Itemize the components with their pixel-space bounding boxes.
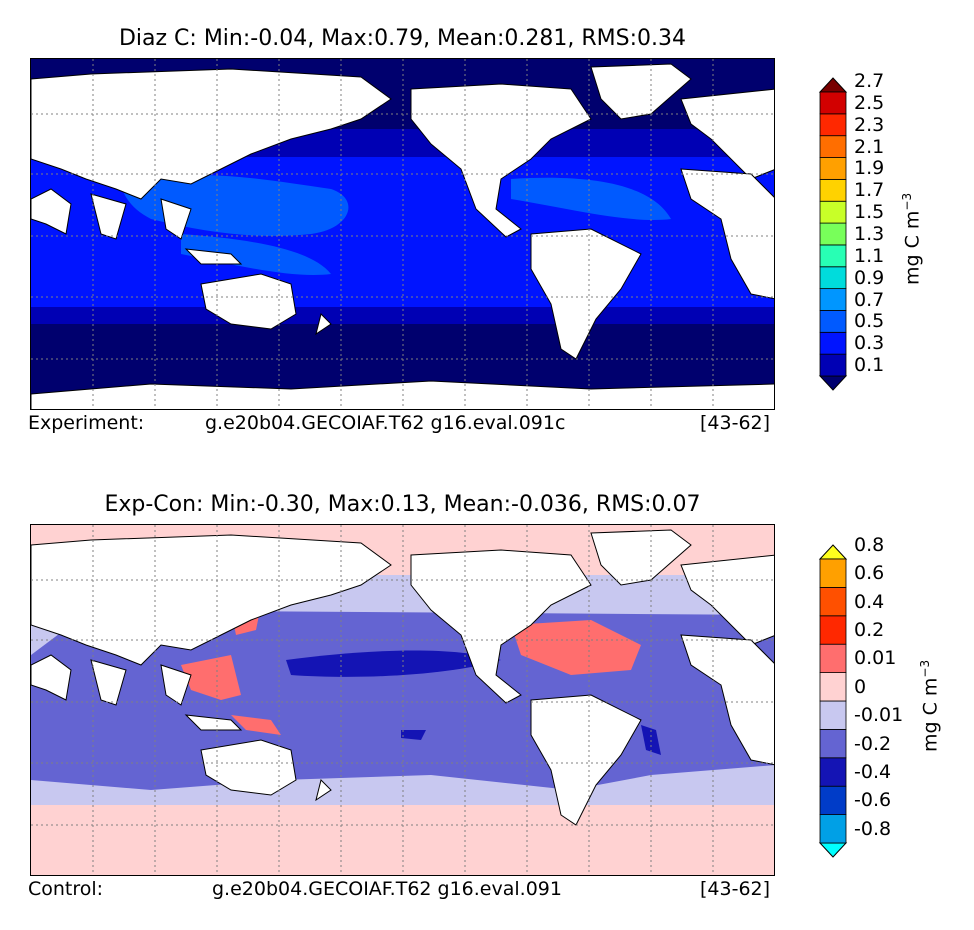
colorbar-tick-label: 0.7 xyxy=(854,288,885,311)
panel2-colorbar xyxy=(818,544,848,858)
panel1-caption-left: Experiment: xyxy=(28,412,145,434)
panel1-map-svg xyxy=(31,59,774,409)
colorbar-tick-label: -0.8 xyxy=(854,817,892,840)
colorbar-tick-label: 2.7 xyxy=(854,70,885,93)
colorbar-segment xyxy=(819,615,847,645)
panel2-caption-left: Control: xyxy=(28,878,104,900)
colorbar-tick-label: 1.5 xyxy=(854,201,885,224)
colorbar-tick-label: 0.2 xyxy=(854,619,885,641)
colorbar-tick-label: 2.5 xyxy=(854,91,885,114)
colorbar-tick-label: -0.4 xyxy=(854,761,892,783)
colorbar-segment xyxy=(819,672,847,702)
colorbar-extend-low xyxy=(818,842,848,858)
colorbar-tick-label: 1.7 xyxy=(854,179,885,202)
colorbar-tick-label: 0.3 xyxy=(854,332,885,355)
panel1-colorbar-unit: mg C m−3 xyxy=(900,193,923,285)
colorbar-segment xyxy=(819,178,847,202)
panel2-colorbar-unit: mg C m−3 xyxy=(918,660,941,752)
colorbar-tick-label: 0.8 xyxy=(854,533,885,556)
panel2-map-svg xyxy=(31,525,774,875)
colorbar-segment xyxy=(819,222,847,246)
panel1-map xyxy=(30,58,775,410)
colorbar-tick-label: 1.3 xyxy=(854,223,885,245)
colorbar-tick-label: -0.01 xyxy=(854,704,904,727)
colorbar-segment xyxy=(819,757,847,787)
colorbar-extend-high xyxy=(818,77,848,93)
colorbar-tick-label: 0.6 xyxy=(854,562,885,585)
panel1-caption-right: [43-62] xyxy=(700,412,771,434)
colorbar-segment xyxy=(819,157,847,180)
panel1-caption-mid: g.e20b04.GECOIAF.T62 g16.eval.091c xyxy=(205,412,566,434)
colorbar-extend-high xyxy=(818,544,848,560)
colorbar-tick-label: 0.4 xyxy=(854,590,885,613)
colorbar-segment xyxy=(819,558,847,588)
colorbar-segment xyxy=(819,331,847,355)
colorbar-segment xyxy=(819,266,847,290)
colorbar-tick-label: -0.2 xyxy=(854,732,892,755)
colorbar-segment xyxy=(819,244,847,268)
colorbar-tick-label: 0 xyxy=(854,675,867,698)
panel2-unit-exp: −3 xyxy=(918,659,932,678)
colorbar-segment xyxy=(819,728,847,759)
colorbar-extend-low xyxy=(818,375,848,391)
colorbar-segment xyxy=(819,113,847,137)
colorbar-segment xyxy=(819,643,847,673)
colorbar-tick-label: 0.01 xyxy=(854,647,897,670)
panel1-title: Diaz C: Min:-0.04, Max:0.79, Mean:0.281,… xyxy=(118,26,686,51)
colorbar-tick-label: 0.5 xyxy=(854,310,885,333)
panel2-caption-right: [43-62] xyxy=(700,878,771,900)
panel1-colorbar-svg xyxy=(818,77,848,391)
panel2-colorbar-svg xyxy=(818,544,848,858)
colorbar-tick-label: 1.9 xyxy=(854,157,885,180)
colorbar-tick-label: -0.6 xyxy=(854,789,892,812)
colorbar-segment xyxy=(819,135,847,158)
panel1-colorbar xyxy=(818,77,848,391)
panel2-unit-text: mg C m xyxy=(919,677,942,752)
colorbar-tick-label: 1.1 xyxy=(854,244,885,267)
panel2-caption-mid: g.e20b04.GECOIAF.T62 g16.eval.091 xyxy=(212,878,562,900)
panel1-unit-text: mg C m xyxy=(901,210,924,285)
colorbar-segment xyxy=(819,785,847,815)
colorbar-segment xyxy=(819,310,847,333)
colorbar-segment xyxy=(819,353,847,377)
colorbar-segment xyxy=(819,814,847,844)
panel1-unit-exp: −3 xyxy=(900,192,914,211)
colorbar-segment xyxy=(819,288,847,311)
colorbar-segment xyxy=(819,700,847,730)
colorbar-tick-label: 2.3 xyxy=(854,113,885,136)
colorbar-tick-label: 0.9 xyxy=(854,266,885,289)
colorbar-tick-label: 0.1 xyxy=(854,354,885,377)
panel2-map xyxy=(30,524,775,876)
colorbar-tick-label: 2.1 xyxy=(854,135,885,158)
colorbar-segment xyxy=(819,200,847,224)
colorbar-segment xyxy=(819,587,847,617)
panel2-title: Exp-Con: Min:-0.30, Max:0.13, Mean:-0.03… xyxy=(104,492,701,517)
colorbar-segment xyxy=(819,91,847,115)
